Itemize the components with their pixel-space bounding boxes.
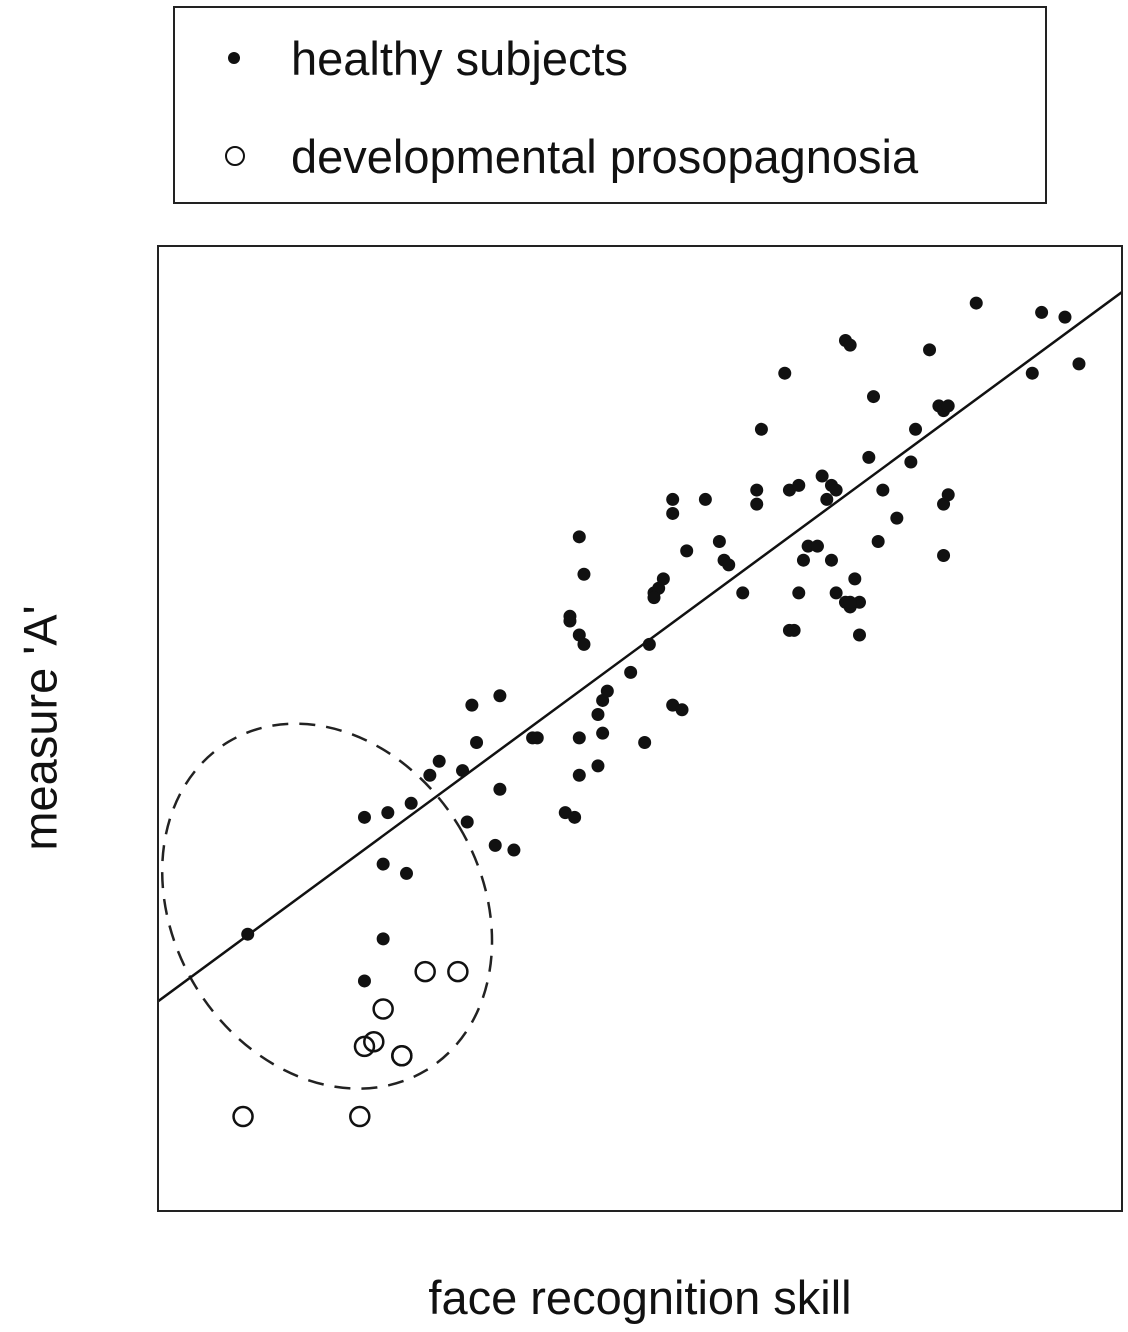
- point-healthy-subjects: [876, 483, 890, 497]
- point-healthy-subjects: [376, 857, 390, 871]
- point-healthy-subjects: [577, 637, 591, 651]
- point-healthy-subjects: [796, 553, 810, 567]
- point-healthy-subjects: [465, 698, 479, 712]
- point-healthy-subjects: [698, 492, 712, 506]
- point-healthy-subjects: [456, 764, 470, 778]
- point-healthy-subjects: [848, 572, 862, 586]
- point-healthy-subjects: [852, 628, 866, 642]
- open-circle-icon: [225, 146, 245, 166]
- point-healthy-subjects: [1058, 310, 1072, 324]
- point-healthy-subjects: [568, 810, 582, 824]
- point-healthy-subjects: [736, 586, 750, 600]
- point-healthy-subjects: [941, 488, 955, 502]
- point-healthy-subjects: [941, 399, 955, 413]
- point-healthy-subjects: [241, 927, 255, 941]
- point-healthy-subjects: [675, 703, 689, 717]
- point-healthy-subjects: [357, 974, 371, 988]
- point-healthy-subjects: [871, 535, 885, 548]
- point-healthy-subjects: [432, 754, 446, 768]
- point-healthy-subjects: [376, 932, 390, 946]
- point-healthy-subjects: [656, 572, 670, 586]
- point-healthy-subjects: [750, 497, 764, 511]
- scatter-plot: [157, 290, 1123, 1128]
- point-healthy-subjects: [400, 866, 413, 880]
- point-healthy-subjects: [404, 796, 418, 810]
- point-healthy-subjects: [572, 530, 586, 544]
- point-healthy-subjects: [600, 684, 614, 698]
- point-healthy-subjects: [680, 544, 694, 558]
- point-healthy-subjects: [357, 810, 371, 824]
- legend-label-healthy: healthy subjects: [291, 31, 629, 85]
- x-axis-label: face recognition skill: [428, 1271, 852, 1324]
- point-healthy-subjects: [712, 535, 726, 548]
- point-healthy-subjects: [1025, 366, 1039, 380]
- point-healthy-subjects: [904, 455, 918, 469]
- point-healthy-subjects: [867, 390, 880, 404]
- point-developmental-prosopagnosia: [391, 1045, 413, 1067]
- point-developmental-prosopagnosia: [447, 960, 469, 983]
- point-healthy-subjects: [493, 689, 507, 703]
- point-healthy-subjects: [969, 296, 983, 310]
- point-healthy-subjects: [750, 483, 764, 497]
- y-axis-label: measure 'A': [13, 605, 67, 851]
- point-healthy-subjects: [852, 595, 866, 609]
- point-developmental-prosopagnosia: [363, 1030, 385, 1053]
- point-healthy-subjects: [801, 539, 815, 553]
- point-healthy-subjects: [810, 539, 824, 553]
- point-healthy-subjects: [642, 637, 656, 651]
- point-healthy-subjects: [381, 806, 395, 820]
- regression-line: [157, 290, 1123, 1004]
- point-healthy-subjects: [666, 506, 680, 520]
- point-healthy-subjects: [624, 665, 638, 679]
- filled-circle-icon: [228, 52, 240, 64]
- point-healthy-subjects: [824, 553, 838, 567]
- point-healthy-subjects: [1035, 305, 1049, 319]
- point-healthy-subjects: [909, 422, 923, 436]
- point-healthy-subjects: [829, 586, 843, 600]
- point-developmental-prosopagnosia: [414, 960, 436, 983]
- point-developmental-prosopagnosia: [349, 1105, 371, 1128]
- point-developmental-prosopagnosia: [232, 1105, 254, 1128]
- point-healthy-subjects: [754, 422, 768, 436]
- point-healthy-subjects: [820, 492, 834, 506]
- plot-frame: [157, 245, 1123, 1212]
- point-healthy-subjects: [507, 843, 521, 857]
- point-healthy-subjects: [596, 726, 610, 740]
- dashed-ellipse-annotation: [160, 722, 494, 1090]
- point-healthy-subjects: [563, 609, 577, 623]
- point-healthy-subjects: [937, 549, 951, 563]
- point-healthy-subjects: [829, 483, 843, 497]
- point-healthy-subjects: [923, 343, 937, 357]
- point-healthy-subjects: [647, 591, 661, 605]
- point-healthy-subjects: [572, 768, 586, 782]
- point-healthy-subjects: [591, 707, 605, 721]
- point-healthy-subjects: [862, 450, 876, 464]
- point-healthy-subjects: [843, 595, 857, 609]
- point-healthy-subjects: [778, 366, 792, 380]
- point-healthy-subjects: [488, 838, 502, 852]
- legend-label-prosopagnosia: developmental prosopagnosia: [291, 129, 919, 183]
- point-healthy-subjects: [591, 759, 605, 773]
- point-healthy-subjects: [572, 731, 586, 745]
- point-healthy-subjects: [423, 768, 437, 782]
- point-healthy-subjects: [815, 469, 829, 483]
- point-developmental-prosopagnosia: [372, 998, 394, 1020]
- point-healthy-subjects: [460, 815, 474, 829]
- point-healthy-subjects: [638, 736, 652, 750]
- point-healthy-subjects: [666, 492, 680, 506]
- point-healthy-subjects: [792, 478, 806, 492]
- point-healthy-subjects: [890, 511, 904, 525]
- point-healthy-subjects: [577, 567, 591, 581]
- point-healthy-subjects: [843, 338, 857, 352]
- legend: healthy subjects developmental prosopagn…: [173, 6, 1047, 204]
- point-healthy-subjects: [530, 731, 544, 745]
- point-healthy-subjects: [1072, 357, 1086, 371]
- point-healthy-subjects: [792, 586, 806, 600]
- point-healthy-subjects: [722, 558, 736, 572]
- point-healthy-subjects: [493, 782, 507, 796]
- point-healthy-subjects: [787, 623, 801, 637]
- point-healthy-subjects: [470, 736, 484, 750]
